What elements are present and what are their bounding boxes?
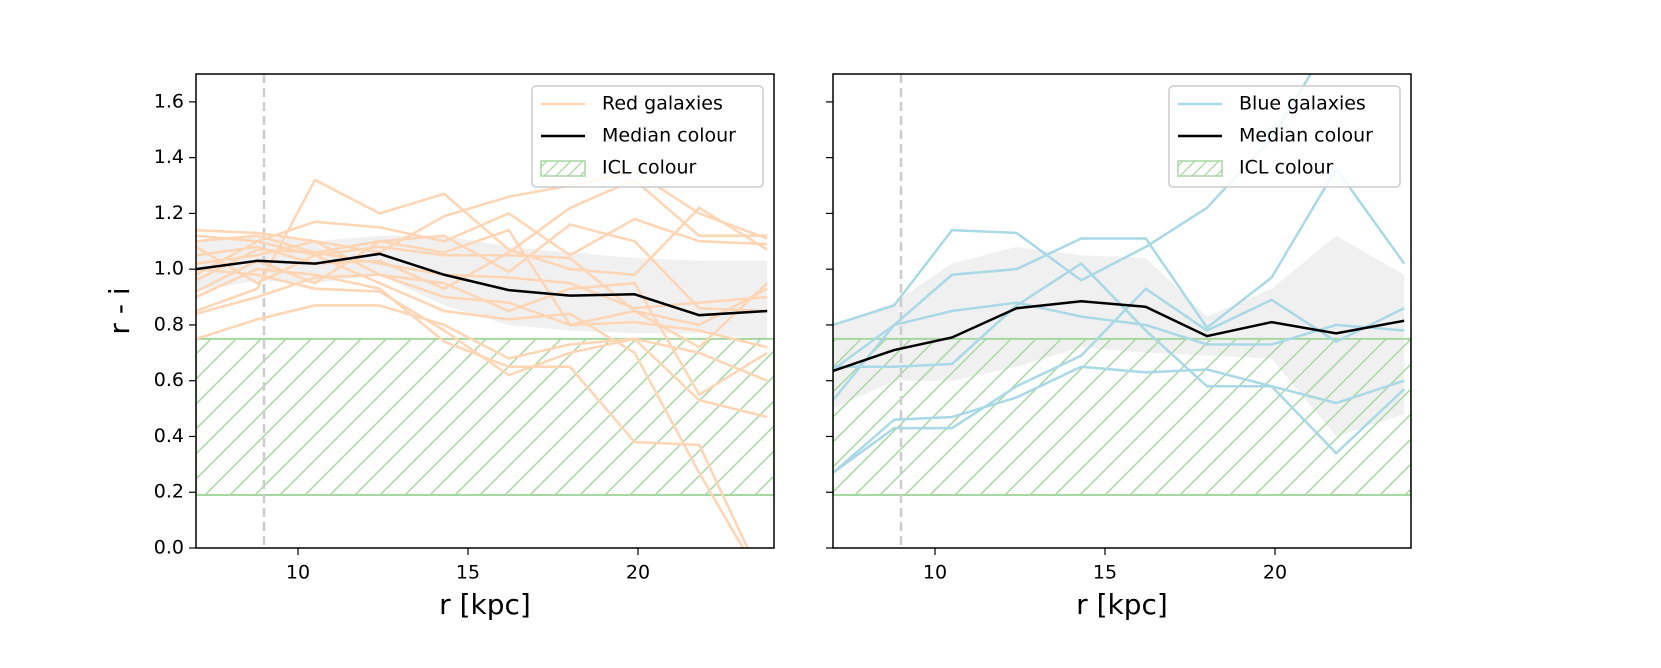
x-axis-label: r [kpc] bbox=[439, 588, 531, 621]
galaxy-line bbox=[196, 239, 745, 548]
x-tick-label: 15 bbox=[1093, 562, 1117, 584]
plot-area bbox=[833, 74, 1411, 548]
y-tick-label: 0.6 bbox=[154, 369, 184, 391]
galaxy-line bbox=[833, 74, 1313, 327]
x-tick-label: 20 bbox=[626, 562, 650, 584]
legend-label: Median colour bbox=[1239, 125, 1373, 147]
legend-label: Blue galaxies bbox=[1239, 93, 1366, 115]
icl-band bbox=[833, 337, 1411, 497]
x-tick-label: 15 bbox=[456, 562, 480, 584]
legend: Blue galaxies Median colour ICL colour bbox=[1168, 85, 1401, 188]
galaxy-line bbox=[196, 304, 768, 419]
legend-label: ICL colour bbox=[602, 157, 697, 179]
galaxy-line bbox=[833, 261, 1405, 405]
icl-band bbox=[196, 337, 774, 497]
galaxy-line bbox=[196, 223, 768, 313]
plot-area bbox=[196, 74, 774, 548]
y-tick-label: 0.4 bbox=[154, 425, 184, 447]
x-axis-label: r [kpc] bbox=[1076, 588, 1168, 621]
median-line bbox=[833, 299, 1405, 373]
axes-frame bbox=[832, 73, 1412, 549]
legend-box bbox=[1168, 85, 1401, 188]
x-tick-label: 10 bbox=[923, 562, 947, 584]
legend-swatch bbox=[1177, 160, 1223, 177]
legend: Red galaxies Median colour ICL colour bbox=[531, 85, 764, 188]
legend-label: ICL colour bbox=[1239, 157, 1334, 179]
y-tick-label: 0.8 bbox=[154, 313, 184, 335]
galaxy-line bbox=[196, 178, 768, 291]
galaxy-line bbox=[196, 273, 768, 349]
legend-box bbox=[531, 85, 764, 188]
galaxy-line bbox=[196, 211, 768, 257]
galaxy-line bbox=[833, 287, 1405, 474]
x-tick-label: 10 bbox=[286, 562, 310, 584]
y-tick-label: 0.0 bbox=[154, 537, 184, 559]
galaxy-line bbox=[833, 166, 1406, 371]
galaxy-line bbox=[833, 365, 1406, 474]
legend-label: Median colour bbox=[602, 125, 736, 147]
legend-label: Red galaxies bbox=[602, 93, 723, 115]
y-tick-label: 0.2 bbox=[154, 481, 184, 503]
y-axis-label: r - i bbox=[103, 287, 136, 334]
y-tick-label: 1.0 bbox=[154, 258, 184, 280]
y-tick-label: 1.6 bbox=[154, 90, 184, 112]
scatter-band bbox=[833, 235, 1405, 437]
y-tick-label: 1.4 bbox=[154, 146, 184, 168]
legend-swatch bbox=[540, 160, 586, 177]
axes-frame bbox=[195, 73, 775, 549]
galaxy-line bbox=[196, 178, 768, 313]
galaxy-line bbox=[196, 170, 768, 254]
galaxy-line bbox=[196, 228, 769, 349]
median-line bbox=[196, 252, 768, 317]
x-tick-label: 20 bbox=[1263, 562, 1287, 584]
y-tick-label: 1.2 bbox=[154, 202, 184, 224]
galaxy-line bbox=[196, 267, 768, 382]
